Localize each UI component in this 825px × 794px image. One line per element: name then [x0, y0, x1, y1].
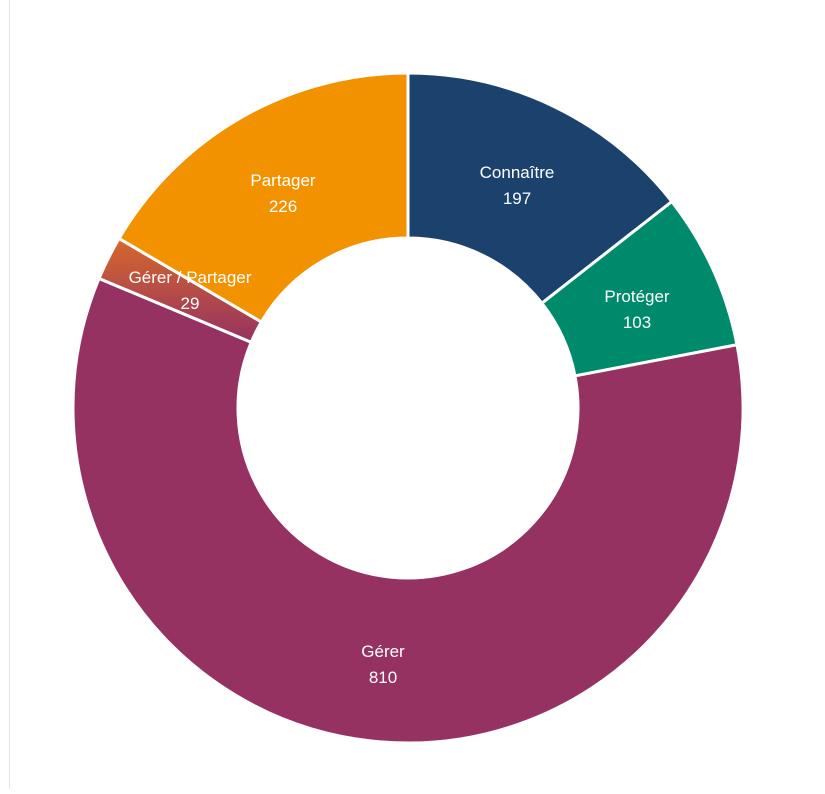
value-partager: 226 — [269, 197, 297, 216]
value-gerer: 810 — [369, 668, 397, 687]
labels-group: Connaître 197 Protéger 103 Gérer 810 Gérer / P… — [129, 163, 670, 687]
label-gerer: Gérer — [361, 642, 405, 661]
slices-group — [71, 71, 745, 745]
left-border — [9, 0, 10, 789]
value-proteger: 103 — [623, 313, 651, 332]
value-gerer-partager: 29 — [181, 294, 200, 313]
slice-gerer — [71, 276, 745, 745]
slice-connaitre — [406, 71, 674, 306]
value-connaitre: 197 — [503, 189, 531, 208]
label-partager: Partager — [250, 171, 316, 190]
label-proteger: Protéger — [604, 287, 670, 306]
label-connaitre: Connaître — [480, 163, 555, 182]
label-gerer-partager: Gérer / Partager — [129, 268, 252, 287]
slice-partager — [116, 71, 410, 325]
